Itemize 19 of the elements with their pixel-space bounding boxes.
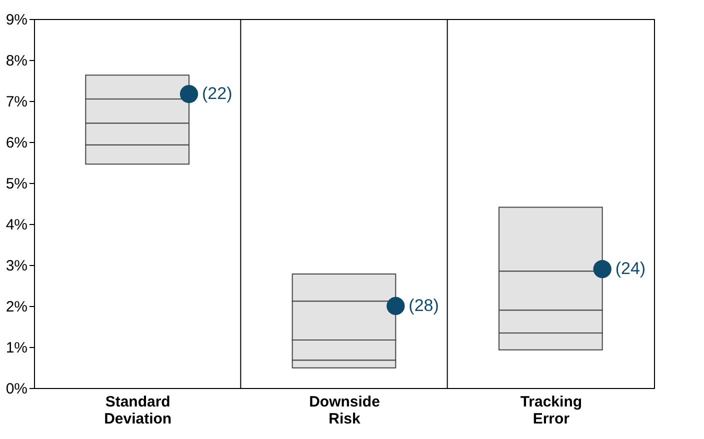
x-tick-label: Standard Deviation: [104, 394, 172, 428]
x-tick-label: Downside Risk: [309, 394, 380, 428]
y-tick-label: 5%: [6, 176, 28, 192]
y-tick-label: 0%: [6, 380, 28, 398]
y-tick-label: 3%: [6, 258, 28, 274]
x-tick-label: Tracking Error: [520, 394, 582, 428]
y-tick-label: 9%: [6, 12, 28, 28]
point: [180, 84, 198, 104]
y-tick-label: 8%: [6, 52, 28, 70]
annotation: (22): [202, 84, 232, 104]
point: [593, 260, 612, 278]
y-tick-label: 2%: [6, 298, 28, 316]
y-tick-label: 7%: [6, 94, 28, 110]
annotation: (24): [615, 259, 646, 278]
y-tick-label: 6%: [6, 134, 28, 152]
y-tick-label: 1%: [6, 340, 28, 356]
y-tick-label: 4%: [6, 216, 28, 234]
annotation: (28): [408, 296, 439, 315]
point: [386, 296, 405, 316]
